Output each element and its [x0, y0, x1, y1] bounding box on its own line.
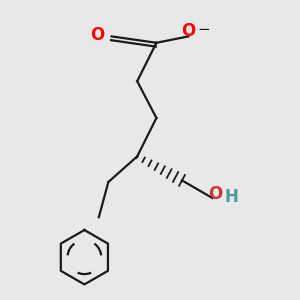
Text: −: −: [197, 22, 210, 37]
Text: H: H: [225, 188, 238, 206]
Text: O: O: [208, 185, 223, 203]
Text: O: O: [181, 22, 196, 40]
Text: O: O: [90, 26, 104, 44]
